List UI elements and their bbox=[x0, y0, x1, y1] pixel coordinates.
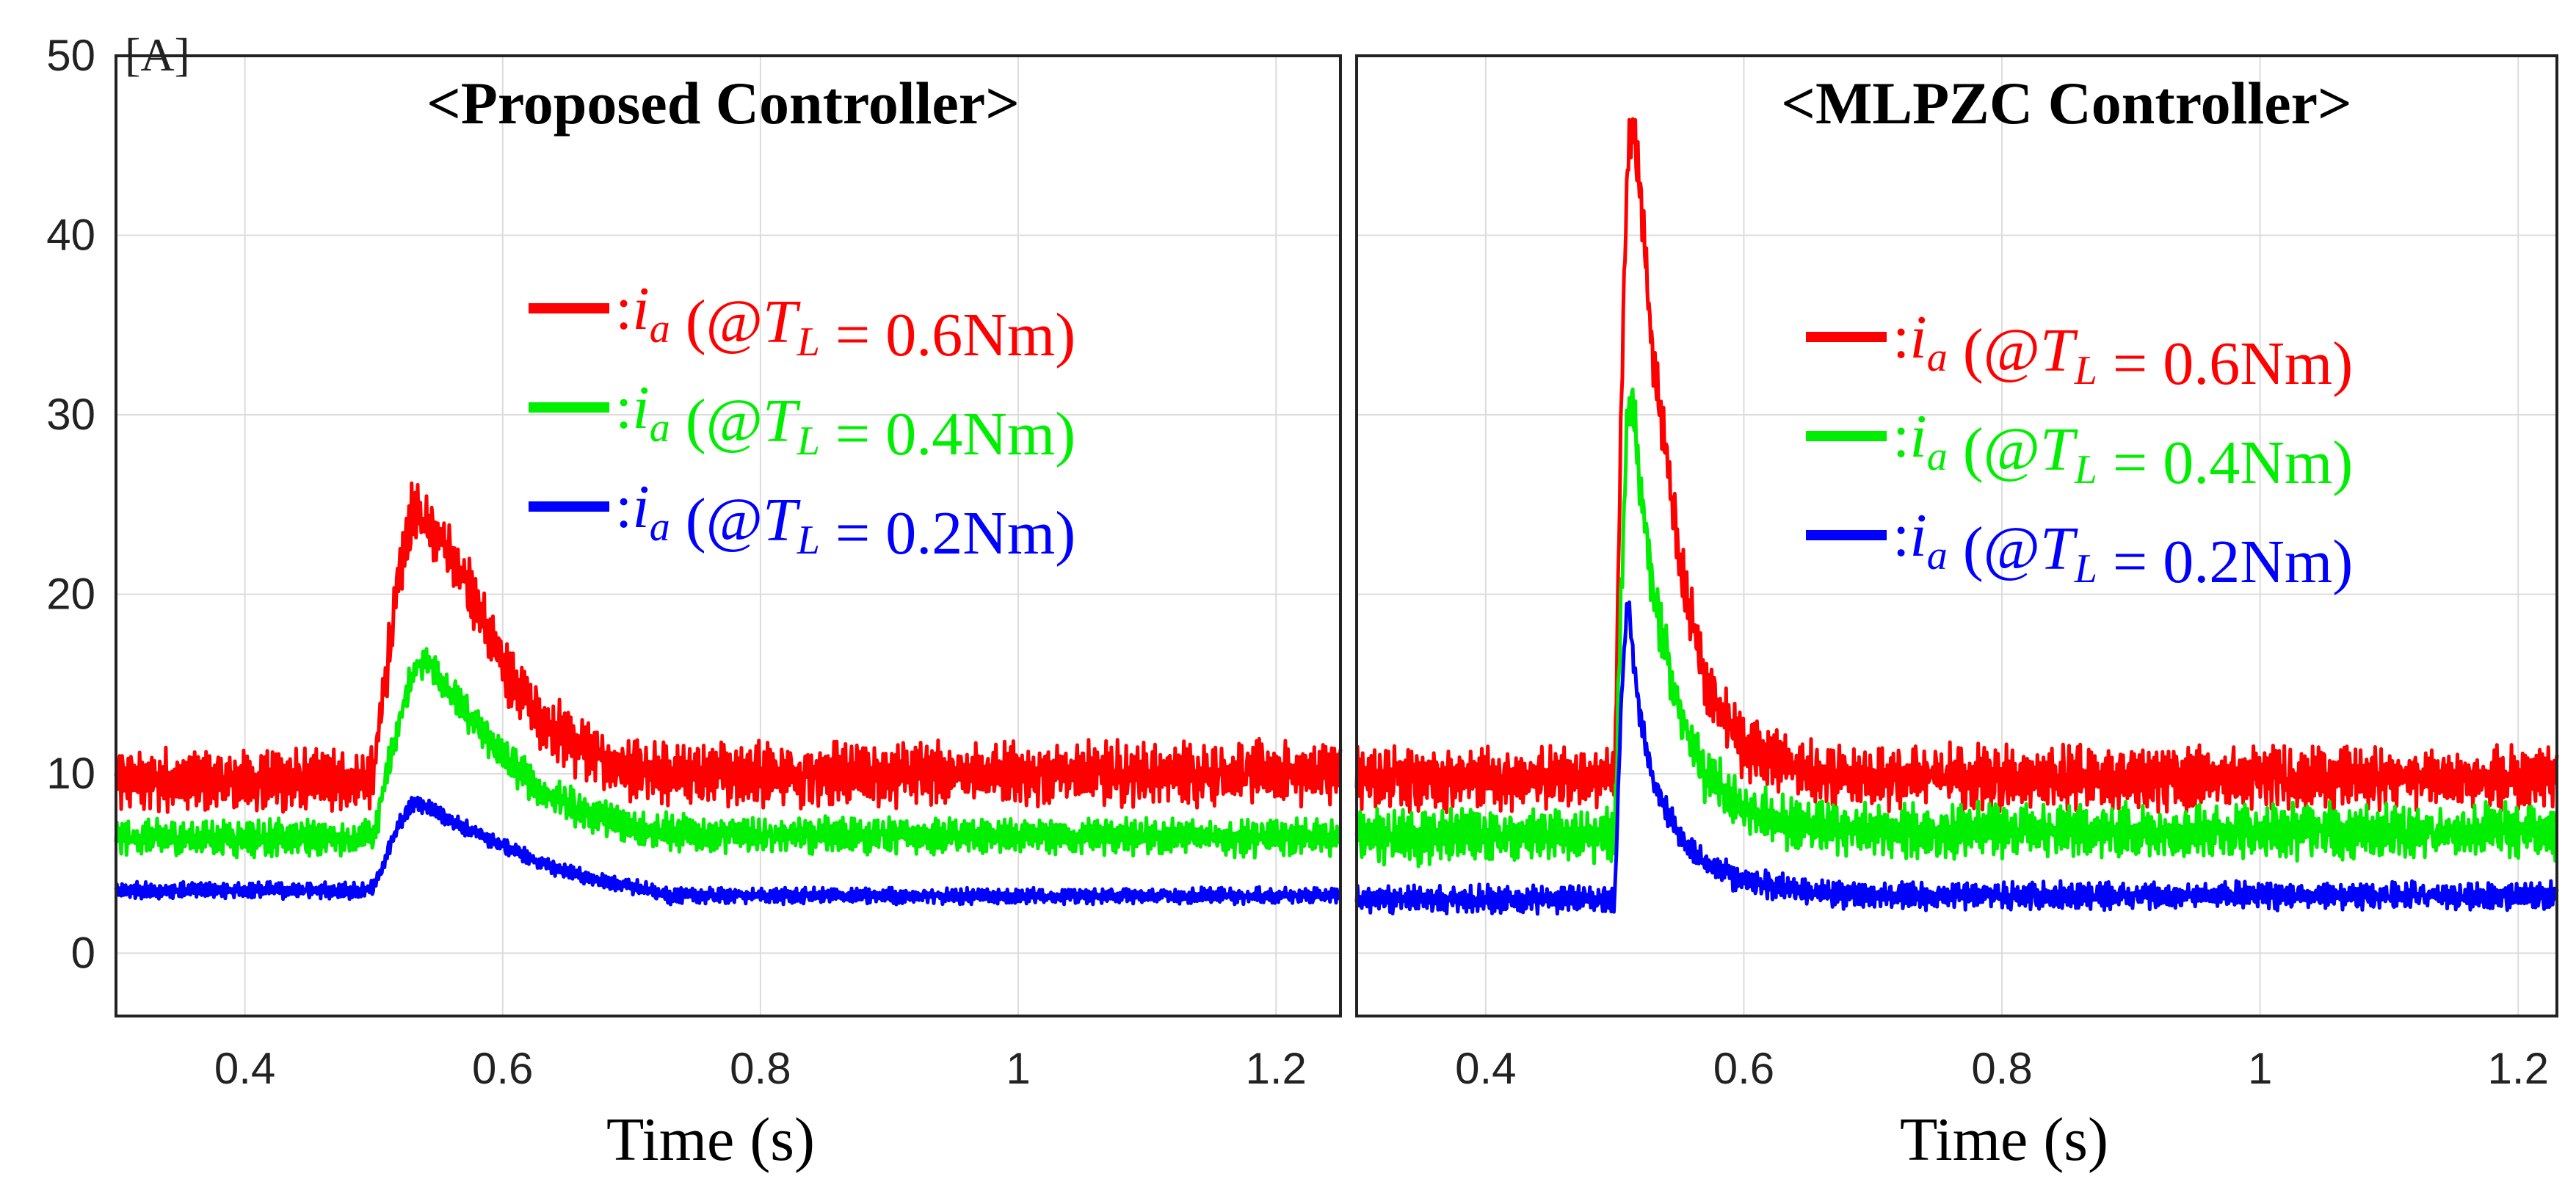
x-axis-title: Time (s) bbox=[606, 1106, 815, 1174]
series-line bbox=[114, 795, 1342, 907]
legend-entry: :ia (@TL = 0.6Nm) bbox=[1893, 303, 2353, 398]
x-tick-label: 0.8 bbox=[730, 1044, 791, 1093]
legend-entry: :ia (@TL = 0.2Nm) bbox=[615, 473, 1075, 567]
series-line bbox=[114, 481, 1343, 814]
legend-entry: :ia (@TL = 0.4Nm) bbox=[1893, 402, 2353, 497]
y-tick-label: 10 bbox=[46, 749, 95, 798]
legend: :ia (@TL = 0.6Nm):ia (@TL = 0.4Nm):ia (@… bbox=[1806, 303, 2353, 596]
series-line bbox=[114, 647, 1343, 860]
panel-title: <MLPZC Controller> bbox=[1781, 70, 2351, 137]
x-tick-label: 0.4 bbox=[214, 1044, 275, 1093]
panel-title: <Proposed Controller> bbox=[427, 70, 1020, 137]
legend: :ia (@TL = 0.6Nm):ia (@TL = 0.4Nm):ia (@… bbox=[529, 275, 1075, 567]
plot-frame bbox=[1355, 54, 2558, 1017]
x-axis-title: Time (s) bbox=[1900, 1106, 2108, 1174]
x-tick-label: 1 bbox=[1006, 1044, 1030, 1093]
x-tick-label: 0.8 bbox=[1971, 1044, 2032, 1093]
series-line bbox=[1354, 387, 2559, 868]
plot-frame bbox=[115, 54, 1342, 1017]
x-tick-label: 0.6 bbox=[1713, 1044, 1774, 1093]
series-layer bbox=[114, 481, 1343, 907]
mlpzc-controller-panel: 0.4 0.6 0.8 1 1.2 <MLPZC Controller> Time (s… bbox=[1354, 54, 2559, 1174]
x-tick-label: 1 bbox=[2248, 1044, 2272, 1093]
x-tick-labels: 0.4 0.6 0.8 1 1.2 bbox=[1455, 1044, 2549, 1093]
series-line bbox=[1354, 600, 2559, 916]
y-unit-label: [A] bbox=[125, 29, 190, 81]
legend-entry: :ia (@TL = 0.6Nm) bbox=[615, 275, 1075, 369]
x-tick-label: 1.2 bbox=[1245, 1044, 1306, 1093]
x-tick-label: 1.2 bbox=[2488, 1044, 2549, 1093]
x-tick-label: 0.6 bbox=[472, 1044, 533, 1093]
y-tick-label: 0 bbox=[71, 928, 95, 977]
y-tick-label: 40 bbox=[46, 210, 95, 259]
y-tick-label: 30 bbox=[46, 390, 95, 439]
x-tick-label: 0.4 bbox=[1455, 1044, 1516, 1093]
y-tick-labels: 0 10 20 30 40 50 bbox=[46, 31, 95, 977]
y-tick-label: 20 bbox=[46, 569, 95, 618]
series-line bbox=[1354, 117, 2559, 815]
legend-entry: :ia (@TL = 0.2Nm) bbox=[1893, 501, 2353, 596]
y-tick-label: 50 bbox=[46, 31, 95, 80]
legend-entry: :ia (@TL = 0.4Nm) bbox=[615, 374, 1075, 468]
proposed-controller-panel: 0.4 0.6 0.8 1 1.2 0 10 20 30 40 50 <Proposed Cont… bbox=[46, 29, 1343, 1174]
x-tick-labels: 0.4 0.6 0.8 1 1.2 bbox=[214, 1044, 1307, 1093]
series-layer bbox=[1354, 117, 2559, 916]
